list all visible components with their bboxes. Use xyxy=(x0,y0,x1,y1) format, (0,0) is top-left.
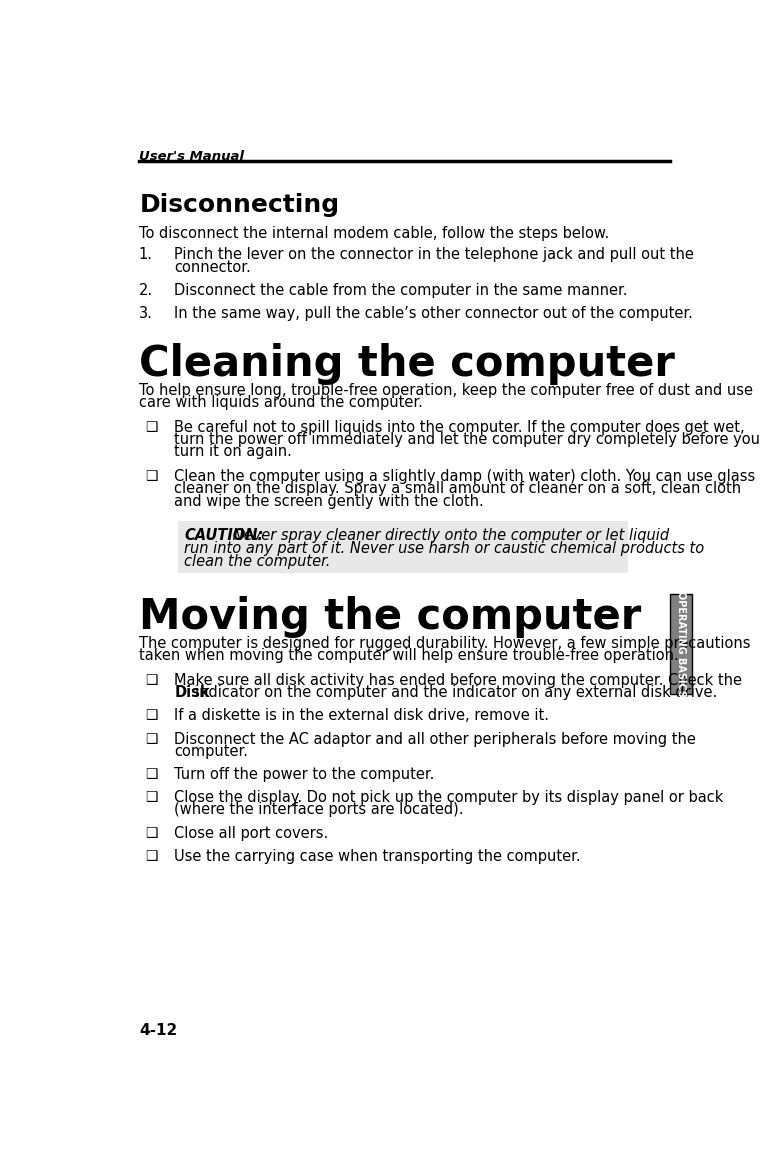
Text: Close the display. Do not pick up the computer by its display panel or back: Close the display. Do not pick up the co… xyxy=(174,790,724,805)
Text: Disk: Disk xyxy=(174,686,210,701)
Text: Be careful not to spill liquids into the computer. If the computer does get wet,: Be careful not to spill liquids into the… xyxy=(174,419,745,435)
Text: Cleaning the computer: Cleaning the computer xyxy=(139,343,675,385)
Text: run into any part of it. Never use harsh or caustic chemical products to: run into any part of it. Never use harsh… xyxy=(184,540,704,555)
Text: ❑: ❑ xyxy=(145,767,157,781)
Text: Make sure all disk activity has ended before moving the computer. Check the: Make sure all disk activity has ended be… xyxy=(174,673,742,688)
Text: and wipe the screen gently with the cloth.: and wipe the screen gently with the clot… xyxy=(174,494,484,509)
Text: If a diskette is in the external disk drive, remove it.: If a diskette is in the external disk dr… xyxy=(174,709,550,724)
Text: ❑: ❑ xyxy=(145,790,157,804)
Text: CAUTION:: CAUTION: xyxy=(184,528,264,543)
Text: Turn off the power to the computer.: Turn off the power to the computer. xyxy=(174,767,435,782)
Text: turn it on again.: turn it on again. xyxy=(174,444,292,459)
Text: To help ensure long, trouble-free operation, keep the computer free of dust and : To help ensure long, trouble-free operat… xyxy=(139,382,753,397)
Text: connector.: connector. xyxy=(174,259,251,274)
Text: Disconnecting: Disconnecting xyxy=(139,193,340,217)
Text: ❑: ❑ xyxy=(145,469,157,483)
Text: In the same way, pull the cable’s other connector out of the computer.: In the same way, pull the cable’s other … xyxy=(174,306,694,321)
Text: 2.: 2. xyxy=(139,282,152,297)
Text: 3.: 3. xyxy=(139,306,152,321)
Text: ❑: ❑ xyxy=(145,709,157,723)
Text: computer.: computer. xyxy=(174,744,248,759)
Text: Pinch the lever on the connector in the telephone jack and pull out the: Pinch the lever on the connector in the … xyxy=(174,248,694,263)
Text: ❑: ❑ xyxy=(145,419,157,433)
Text: 4-12: 4-12 xyxy=(139,1024,177,1039)
Text: indicator on the computer and the indicator on any external disk drive.: indicator on the computer and the indica… xyxy=(195,686,717,701)
Bar xyxy=(178,522,628,573)
Text: 1.: 1. xyxy=(139,248,152,263)
Text: Moving the computer: Moving the computer xyxy=(139,596,642,638)
Text: The computer is designed for rugged durability. However, a few simple precaution: The computer is designed for rugged dura… xyxy=(139,636,751,651)
Text: ❑: ❑ xyxy=(145,825,157,839)
Text: To disconnect the internal modem cable, follow the steps below.: To disconnect the internal modem cable, … xyxy=(139,225,610,241)
Text: Disconnect the cable from the computer in the same manner.: Disconnect the cable from the computer i… xyxy=(174,282,628,297)
Text: turn the power off immediately and let the computer dry completely before you: turn the power off immediately and let t… xyxy=(174,432,760,447)
Text: User's Manual: User's Manual xyxy=(139,150,245,163)
Text: taken when moving the computer will help ensure trouble-free operation.: taken when moving the computer will help… xyxy=(139,648,679,664)
Text: cleaner on the display. Spray a small amount of cleaner on a soft, clean cloth: cleaner on the display. Spray a small am… xyxy=(174,481,741,496)
Text: OPERATING BASICS: OPERATING BASICS xyxy=(676,590,686,697)
Text: Clean the computer using a slightly damp (with water) cloth. You can use glass: Clean the computer using a slightly damp… xyxy=(174,469,755,485)
Text: Use the carrying case when transporting the computer.: Use the carrying case when transporting … xyxy=(174,848,580,863)
Text: ❑: ❑ xyxy=(145,732,157,746)
Text: ❑: ❑ xyxy=(145,673,157,687)
Text: (where the interface ports are located).: (where the interface ports are located). xyxy=(174,803,464,817)
Text: Never spray cleaner directly onto the computer or let liquid: Never spray cleaner directly onto the co… xyxy=(228,528,669,543)
Text: Close all port covers.: Close all port covers. xyxy=(174,825,328,840)
Text: Disconnect the AC adaptor and all other peripherals before moving the: Disconnect the AC adaptor and all other … xyxy=(174,732,696,746)
Text: clean the computer.: clean the computer. xyxy=(184,554,330,568)
Bar xyxy=(670,594,692,694)
Text: care with liquids around the computer.: care with liquids around the computer. xyxy=(139,395,423,410)
Text: ❑: ❑ xyxy=(145,848,157,862)
